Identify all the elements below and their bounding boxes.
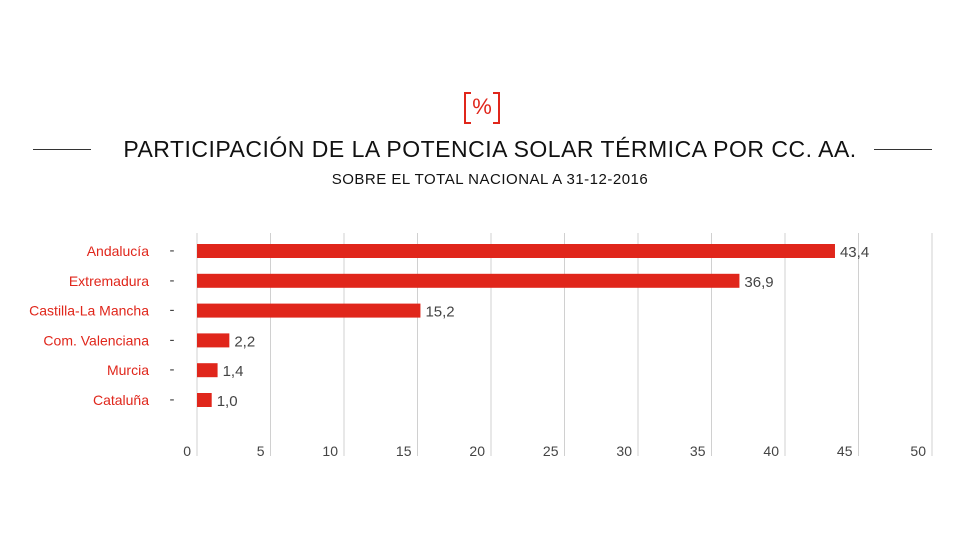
x-tick-label: 35	[690, 443, 706, 459]
x-tick-label: 20	[469, 443, 485, 459]
value-label: 36,9	[744, 274, 773, 291]
bar	[197, 333, 230, 348]
percent-badge: %	[462, 90, 502, 124]
value-label: 2,2	[234, 333, 255, 350]
x-tick-label: 0	[183, 443, 191, 459]
bar	[197, 393, 212, 407]
bar	[197, 303, 421, 318]
x-tick-label: 15	[396, 443, 412, 459]
category-dash: -	[170, 272, 175, 289]
x-tick-label: 50	[910, 443, 926, 459]
category-dash: -	[170, 242, 175, 259]
chart-title: PARTICIPACIÓN DE LA POTENCIA SOLAR TÉRMI…	[123, 136, 857, 162]
category-label: Cataluña	[93, 392, 149, 408]
x-tick-label: 45	[837, 443, 853, 459]
value-label: 15,2	[425, 304, 454, 321]
title-rule-left	[33, 149, 91, 150]
x-tick-label: 30	[616, 443, 632, 459]
value-label: 1,0	[217, 393, 238, 410]
category-dash: -	[170, 391, 175, 408]
bar	[197, 363, 218, 378]
category-label: Extremadura	[69, 273, 149, 289]
category-dash: -	[170, 361, 175, 378]
category-label: Com. Valenciana	[43, 332, 149, 348]
x-tick-label: 40	[763, 443, 779, 459]
category-dash: -	[170, 331, 175, 348]
bar	[197, 273, 740, 288]
category-label: Andalucía	[87, 243, 149, 259]
value-label: 1,4	[223, 363, 244, 380]
category-label: Murcia	[107, 362, 149, 378]
category-dash: -	[170, 302, 175, 319]
category-label: Castilla-La Mancha	[29, 303, 149, 319]
value-label: 43,4	[840, 244, 869, 261]
bar	[197, 244, 835, 258]
chart-subtitle: SOBRE EL TOTAL NACIONAL A 31-12-2016	[331, 171, 649, 188]
x-tick-label: 5	[257, 443, 265, 459]
x-tick-label: 25	[543, 443, 559, 459]
title-rule-right	[874, 149, 932, 150]
x-tick-label: 10	[322, 443, 338, 459]
